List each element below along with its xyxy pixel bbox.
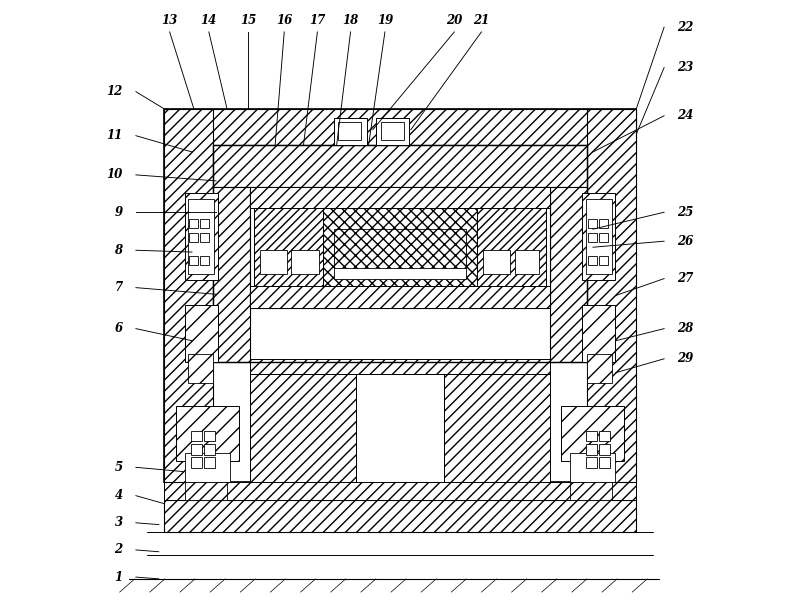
Text: 13: 13 [162, 14, 178, 27]
Bar [586, 199, 612, 274]
Bar [164, 109, 213, 482]
Bar [586, 457, 597, 468]
Bar [200, 219, 209, 228]
Text: 2: 2 [114, 543, 122, 557]
Bar [189, 256, 198, 265]
Bar [599, 457, 610, 468]
Bar [164, 109, 636, 482]
Text: 16: 16 [276, 14, 292, 27]
Text: 4: 4 [114, 489, 122, 502]
Text: 22: 22 [678, 21, 694, 34]
Text: 15: 15 [240, 14, 256, 27]
Bar [587, 354, 612, 383]
Text: 25: 25 [678, 206, 694, 219]
Bar [588, 233, 597, 242]
Bar [570, 482, 612, 500]
Text: 23: 23 [678, 61, 694, 74]
Bar [260, 250, 287, 274]
Bar [190, 444, 202, 455]
Bar [250, 362, 356, 482]
Text: 28: 28 [678, 322, 694, 335]
Bar [164, 109, 636, 145]
Text: 26: 26 [678, 235, 694, 248]
Bar [204, 457, 215, 468]
Bar [599, 256, 608, 265]
Text: 5: 5 [114, 461, 122, 474]
Text: 8: 8 [114, 244, 122, 257]
Bar [213, 145, 587, 187]
Text: 21: 21 [474, 14, 490, 27]
Bar [204, 431, 215, 441]
Text: 9: 9 [114, 206, 122, 219]
Bar [250, 359, 550, 374]
Bar [334, 245, 466, 279]
Bar [381, 122, 404, 140]
Text: 14: 14 [201, 14, 217, 27]
Bar [356, 362, 444, 482]
Text: 10: 10 [106, 168, 122, 182]
Bar [588, 219, 597, 228]
Bar [599, 431, 610, 441]
Text: 11: 11 [106, 129, 122, 142]
Text: 18: 18 [342, 14, 358, 27]
Bar [334, 229, 466, 268]
Bar [204, 444, 215, 455]
Bar [185, 305, 218, 362]
Bar [190, 431, 202, 441]
Bar [599, 233, 608, 242]
Bar [323, 208, 477, 286]
Bar [164, 500, 636, 532]
Bar [250, 187, 550, 208]
Bar [254, 208, 323, 286]
Bar [334, 118, 367, 145]
Bar [582, 193, 615, 280]
Text: 7: 7 [114, 281, 122, 294]
Text: 29: 29 [678, 352, 694, 365]
Bar [376, 118, 409, 145]
Text: 24: 24 [678, 109, 694, 122]
Text: 20: 20 [446, 14, 462, 27]
Bar [213, 145, 587, 362]
Bar [188, 199, 214, 274]
Text: 3: 3 [114, 516, 122, 529]
Bar [176, 406, 239, 461]
Bar [291, 250, 318, 274]
Bar [190, 457, 202, 468]
Bar [586, 431, 597, 441]
Text: 17: 17 [310, 14, 326, 27]
Bar [200, 256, 209, 265]
Text: 1: 1 [114, 570, 122, 584]
Text: 27: 27 [678, 272, 694, 285]
Bar [189, 233, 198, 242]
Bar [444, 362, 550, 482]
Text: 12: 12 [106, 85, 122, 98]
Text: 6: 6 [114, 322, 122, 335]
Bar [570, 453, 615, 482]
Bar [250, 187, 550, 308]
Bar [599, 444, 610, 455]
Bar [477, 208, 546, 286]
Bar [185, 193, 218, 280]
Bar [164, 482, 636, 500]
Bar [588, 256, 597, 265]
Bar [185, 453, 230, 482]
Bar [514, 250, 538, 274]
Bar [550, 187, 587, 362]
Bar [586, 444, 597, 455]
Bar [338, 122, 362, 140]
Bar [189, 219, 198, 228]
Bar [250, 286, 550, 308]
Bar [561, 406, 624, 461]
Bar [599, 219, 608, 228]
Bar [587, 109, 636, 482]
Bar [482, 250, 510, 274]
Bar [213, 187, 250, 362]
Bar [185, 482, 227, 500]
Text: 19: 19 [377, 14, 393, 27]
Bar [200, 233, 209, 242]
Bar [582, 305, 615, 362]
Bar [188, 354, 213, 383]
